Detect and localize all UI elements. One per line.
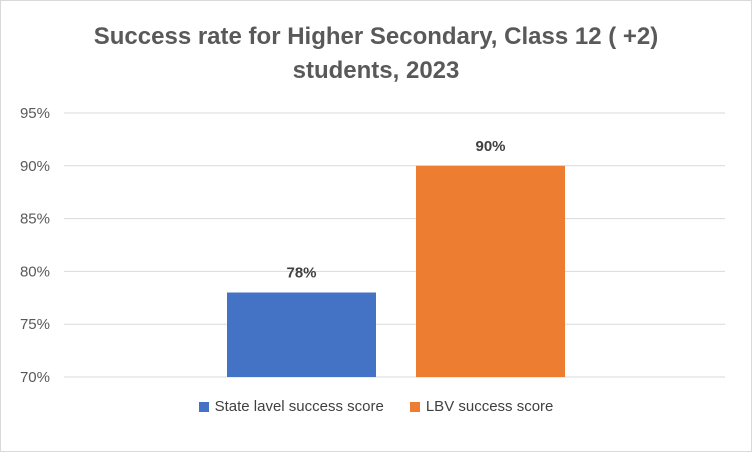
chart-title-line-2: students, 2023 bbox=[292, 57, 460, 84]
legend-label-state: State lavel success score bbox=[214, 398, 384, 415]
data-label-lbv: 90% bbox=[475, 138, 505, 155]
legend-label-lbv: LBV success score bbox=[425, 398, 554, 415]
y-tick-label: 85% bbox=[20, 211, 50, 228]
y-tick-label: 70% bbox=[20, 369, 50, 386]
chart-title: Success rate for Higher Secondary, Class… bbox=[0, 20, 752, 88]
legend-item-lbv: LBV success score bbox=[409, 398, 554, 415]
legend: State lavel success score LBV success sc… bbox=[0, 398, 752, 415]
legend-swatch-lbv bbox=[409, 401, 420, 412]
bar-state bbox=[227, 292, 376, 377]
y-tick-label: 80% bbox=[20, 263, 50, 280]
data-label-state: 78% bbox=[286, 265, 316, 282]
y-tick-label: 75% bbox=[20, 316, 50, 333]
bar-lbv bbox=[416, 165, 565, 377]
y-tick-label: 95% bbox=[20, 105, 50, 122]
chart-title-line-1: Success rate for Higher Secondary, Class… bbox=[93, 23, 659, 50]
y-tick-label: 90% bbox=[20, 158, 50, 175]
legend-item-state: State lavel success score bbox=[198, 398, 384, 415]
legend-swatch-state bbox=[198, 401, 209, 412]
